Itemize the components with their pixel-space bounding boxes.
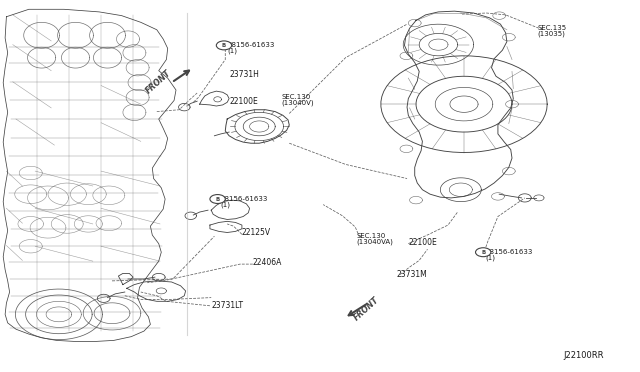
Text: B: B [222, 43, 226, 48]
Circle shape [210, 195, 225, 203]
Text: SEC.130: SEC.130 [282, 94, 311, 100]
Text: B: B [216, 196, 220, 202]
Text: 23731LT: 23731LT [211, 301, 243, 310]
Text: 22125V: 22125V [242, 228, 271, 237]
Text: (1): (1) [220, 201, 230, 208]
Text: 08156-61633: 08156-61633 [220, 196, 268, 202]
Text: SEC.130: SEC.130 [356, 233, 386, 239]
Text: B: B [481, 250, 485, 255]
Text: (1): (1) [486, 254, 496, 261]
Text: SEC.135: SEC.135 [538, 25, 567, 31]
Text: 22100E: 22100E [229, 97, 258, 106]
Text: (13040VA): (13040VA) [356, 238, 394, 245]
Text: J22100RR: J22100RR [563, 351, 604, 360]
Text: FRONT: FRONT [144, 68, 173, 96]
Text: 22100E: 22100E [408, 238, 437, 247]
Circle shape [476, 248, 491, 257]
Text: 22406A: 22406A [253, 258, 282, 267]
Text: (1): (1) [228, 48, 238, 54]
Text: 08156-61633: 08156-61633 [228, 42, 275, 48]
Circle shape [216, 41, 232, 50]
Text: 23731H: 23731H [229, 70, 259, 79]
Text: (13040V): (13040V) [282, 99, 314, 106]
Text: 08156-61633: 08156-61633 [486, 249, 533, 255]
Text: 23731M: 23731M [397, 270, 428, 279]
Text: FRONT: FRONT [352, 295, 381, 323]
Text: (13035): (13035) [538, 30, 566, 37]
